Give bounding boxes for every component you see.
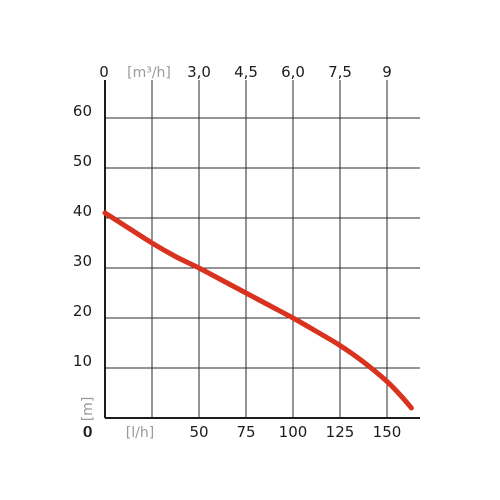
y-origin-label: 0 [82,423,92,441]
x-tick-label: 125 [326,423,355,441]
top-tick-labels: 0 3,0 4,5 6,0 7,5 9 [99,63,392,81]
x-tick-label: 150 [373,423,402,441]
y-tick-label: 60 [73,102,92,120]
x-tick-label: 50 [189,423,208,441]
left-tick-labels: 10 20 30 40 50 60 [73,102,92,370]
x2-tick-label: 4,5 [234,63,258,81]
x-tick-label: 0 [83,423,93,441]
y-tick-label: 20 [73,302,92,320]
y-tick-label: 30 [73,252,92,270]
performance-curve [102,210,414,411]
y-tick-label: 10 [73,352,92,370]
x-axis-unit-label: [l/h] [126,425,154,441]
y-tick-label: 40 [73,202,92,220]
x2-tick-label: 9 [382,63,392,81]
top-axis-unit-label: [m³/h] [127,65,171,81]
x2-tick-label: 7,5 [328,63,352,81]
grid [105,80,420,418]
y-tick-label: 50 [73,152,92,170]
x2-tick-label: 0 [99,63,109,81]
x2-tick-label: 6,0 [281,63,305,81]
bottom-tick-labels: 0 50 75 100 125 150 [83,423,401,441]
x-tick-label: 100 [279,423,308,441]
y-axis-unit-label: [m] [80,397,96,422]
x-tick-label: 75 [236,423,255,441]
x2-tick-label: 3,0 [187,63,211,81]
